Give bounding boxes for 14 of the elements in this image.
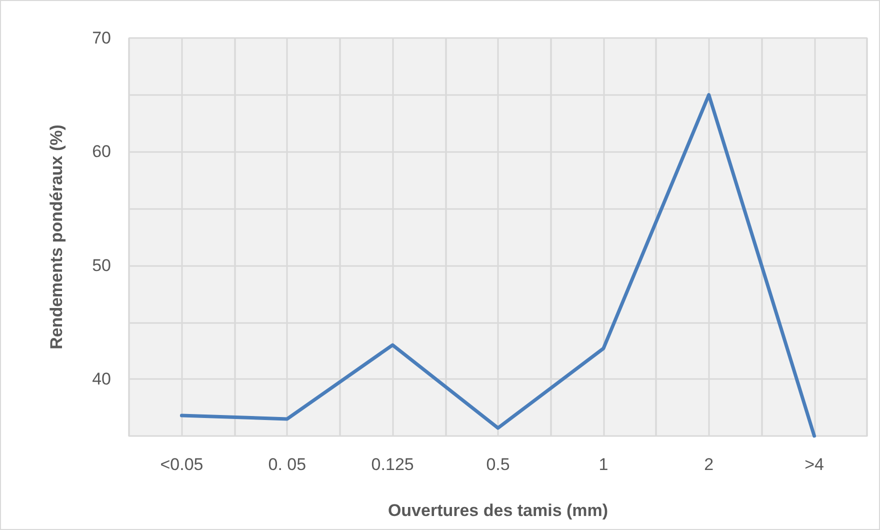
y-tick-label: 60 [92, 142, 111, 162]
x-tick-label: <0.05 [160, 455, 204, 474]
x-tick-label: 0. 05 [268, 455, 306, 474]
y-tick-label: 40 [92, 370, 111, 389]
x-tick-label: 2 [704, 455, 714, 474]
x-tick-label: 1 [598, 455, 608, 474]
y-tick-label: 70 [92, 28, 111, 48]
x-tick-label: 0.125 [371, 455, 414, 474]
y-axis-title: Rendements pondéraux (%) [47, 124, 66, 350]
x-axis-title: Ouvertures des tamis (mm) [388, 501, 608, 520]
x-tick-label: >4 [804, 455, 824, 474]
y-tick-label: 50 [92, 256, 111, 275]
x-tick-label: 0.5 [486, 455, 510, 474]
line-series [180, 93, 816, 438]
